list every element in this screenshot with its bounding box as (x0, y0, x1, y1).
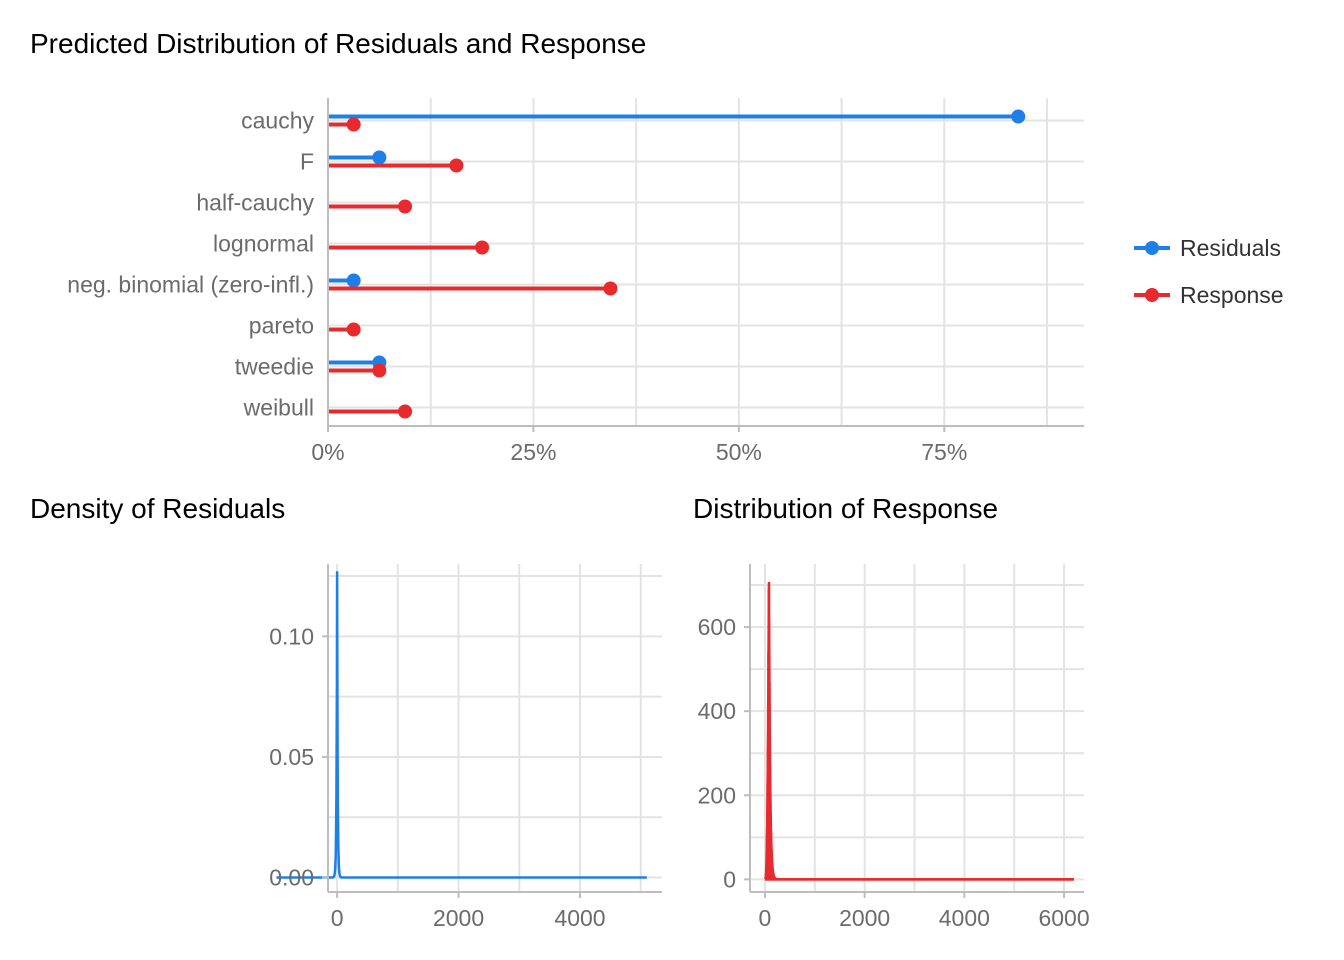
legend-point-0 (1145, 241, 1159, 255)
response-point-5 (346, 322, 361, 337)
response-point-7 (398, 404, 413, 419)
p2-xtick-label-1: 2000 (433, 905, 484, 931)
predicted-distribution-panel: Predicted Distribution of Residuals and … (30, 28, 1284, 465)
response-point-6 (372, 363, 387, 378)
p3-axis (749, 564, 1084, 893)
category-label-5: pareto (249, 313, 314, 339)
category-label-2: half-cauchy (196, 190, 314, 216)
p3-xtick-label-3: 6000 (1038, 905, 1089, 931)
p2-ytick-label-0: 0.00 (269, 865, 314, 891)
p2-density-line (276, 571, 647, 879)
p2-xtick-label-0: 0 (331, 905, 344, 931)
p2-ytick-label-2: 0.10 (269, 623, 314, 649)
residuals-density-curve (276, 571, 647, 879)
p1-bars (328, 109, 1026, 419)
category-label-1: F (300, 149, 314, 175)
response-point-2 (398, 199, 413, 214)
p1-xtick-label-2: 50% (716, 439, 762, 465)
p1-grid (327, 98, 1084, 426)
p3-ytick-label-3: 600 (698, 614, 736, 640)
legend-label-0: Residuals (1180, 235, 1281, 261)
p3-xtick-label-2: 4000 (939, 905, 990, 931)
p2-xtick-label-2: 4000 (554, 905, 605, 931)
response-point-0 (346, 117, 361, 132)
response-point-1 (449, 158, 464, 173)
p3-grid (750, 564, 1084, 892)
p1-xtick-label-1: 25% (510, 439, 556, 465)
p3-tick-labels: 0 2000 4000 6000 0 200 400 600 (698, 614, 1090, 931)
response-point-4 (603, 281, 618, 296)
residuals-point-1 (372, 150, 387, 165)
panel-title-predicted-distribution: Predicted Distribution of Residuals and … (30, 28, 646, 59)
p1-axis (327, 98, 1084, 427)
legend-label-1: Response (1180, 282, 1284, 308)
legend-point-1 (1145, 288, 1159, 302)
density-of-residuals-panel: Density of Residuals 0 2000 4000 0.00 0.05 0.… (30, 493, 662, 931)
p2-grid (328, 564, 662, 892)
p3-xtick-label-0: 0 (759, 905, 772, 931)
p3-distribution-area (764, 581, 1075, 881)
residuals-point-0 (1011, 109, 1026, 124)
p3-ytick-label-1: 200 (698, 782, 736, 808)
category-label-6: tweedie (235, 354, 314, 380)
p2-ytick-label-1: 0.05 (269, 744, 314, 770)
category-label-4: neg. binomial (zero-infl.) (67, 272, 314, 298)
p1-xtick-label-3: 75% (921, 439, 967, 465)
distribution-of-response-panel: Distribution of Response 0 2000 4000 6000 0 2… (693, 493, 1090, 931)
p2-axis (327, 564, 662, 893)
p3-xtick-label-1: 2000 (839, 905, 890, 931)
p3-ytick-label-0: 0 (723, 866, 736, 892)
p3-ytick-label-2: 400 (698, 698, 736, 724)
p2-tick-labels: 0 2000 4000 0.00 0.05 0.10 (269, 623, 605, 931)
panel-title-distribution-of-response: Distribution of Response (693, 493, 998, 524)
category-label-3: lognormal (213, 231, 314, 257)
category-label-7: weibull (243, 395, 314, 421)
response-distribution-spikes (765, 591, 777, 880)
p1-x-tick-labels: 0% 25% 50% 75% (311, 426, 967, 465)
legend: Residuals Response (1134, 235, 1284, 308)
category-label-0: cauchy (241, 108, 314, 134)
response-point-3 (475, 240, 490, 255)
panel-title-density-of-residuals: Density of Residuals (30, 493, 285, 524)
p1-xtick-label-0: 0% (311, 439, 344, 465)
residuals-point-4 (346, 273, 361, 288)
